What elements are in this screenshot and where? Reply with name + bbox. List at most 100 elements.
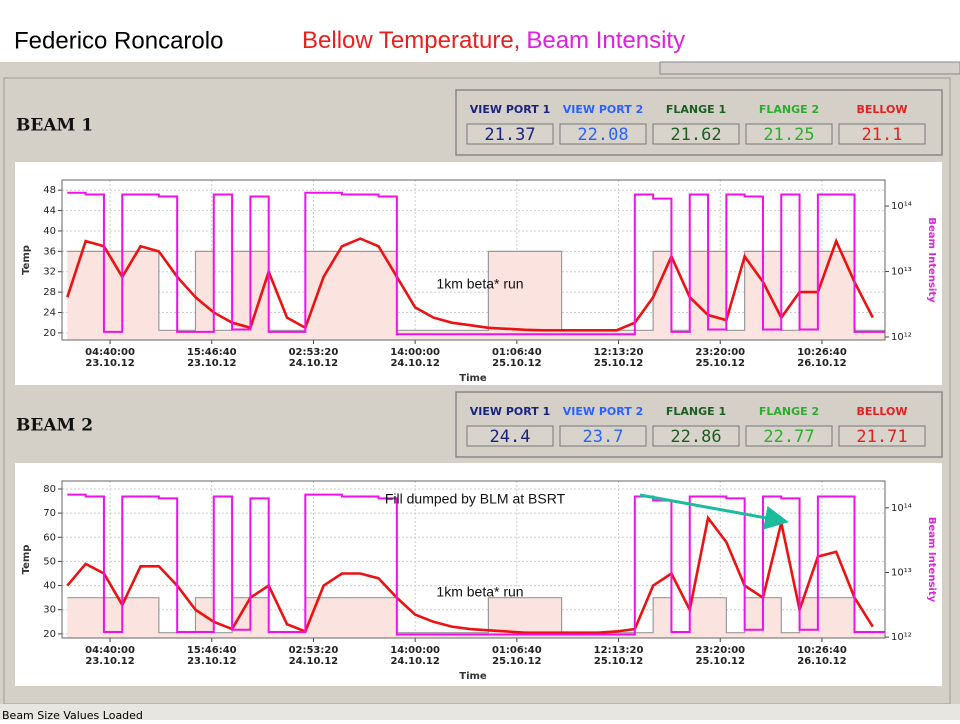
y-tick-label: 32: [43, 267, 56, 278]
title-part: Bellow Temperature, Beam Intensity: [302, 27, 685, 54]
x-tick-label: 24.10.12: [289, 656, 338, 667]
readout-label: FLANGE 1: [666, 103, 726, 116]
x-axis-title: Time: [459, 373, 487, 384]
x-tick-label: 23.10.12: [187, 656, 236, 667]
x-tick-label: 23.10.12: [85, 358, 134, 369]
beams: BEAM 1 VIEW PORT 1 21.37 VIEW PORT 2 22.08 FL…: [16, 89, 943, 458]
title-temperature: Bellow Temperature,: [302, 27, 520, 54]
x-tick-label: 25.10.12: [594, 656, 643, 667]
readout-value: 22.08: [577, 125, 628, 145]
y2-tick-label: 10¹³: [891, 567, 912, 578]
readout-box: [745, 123, 833, 145]
readout-panel: [455, 391, 943, 458]
readout-box: [838, 123, 926, 145]
readout-box: [652, 123, 740, 145]
y-tick-label: 20: [43, 328, 56, 339]
slide-header: [0, 0, 960, 62]
line: [67, 191, 885, 336]
author: Federico Roncarolo: [14, 27, 223, 54]
y2-tick-label: 10¹⁴: [891, 503, 912, 514]
annotation: 1km beta* run: [436, 276, 523, 292]
readout-label: FLANGE 2: [759, 405, 819, 418]
readout-label: FLANGE 2: [759, 103, 819, 116]
readout-box: [559, 425, 647, 447]
readout-value: 23.7: [583, 427, 624, 447]
readout-label: BELLOW: [856, 103, 907, 116]
y2-tick-label: 10¹²: [891, 332, 912, 343]
beam-title: BEAM 1: [16, 116, 93, 136]
y-tick-label: 48: [43, 185, 56, 196]
y-tick-label: 30: [43, 605, 56, 616]
readout-label: VIEW PORT 1: [470, 405, 550, 418]
readout-label: VIEW PORT 2: [563, 405, 643, 418]
readout-label: FLANGE 1: [666, 405, 726, 418]
readout-label: VIEW PORT 2: [563, 103, 643, 116]
x-tick-label: 26.10.12: [797, 358, 846, 369]
y-axis-title: Temp: [21, 245, 32, 275]
y2-tick-label: 10¹³: [891, 267, 912, 278]
readout-value: 21.62: [670, 125, 721, 145]
x-tick-label: 24.10.12: [390, 358, 439, 369]
readout-panel: [455, 89, 943, 156]
readout-box: [838, 425, 926, 447]
readout-value: 21.37: [484, 125, 535, 145]
x-tick-label: 24.10.12: [390, 656, 439, 667]
chart-background: [15, 463, 942, 686]
x-tick-label: 23:20:00: [695, 347, 745, 358]
x-tick-label: 25.10.12: [696, 656, 745, 667]
beam-title: BEAM 2: [16, 416, 93, 436]
y-tick-label: 70: [43, 508, 56, 519]
y-tick-label: 24: [43, 307, 56, 318]
plot-frame: [61, 480, 886, 639]
chart: 202428323640444804:40:0023.10.1215:46:40…: [15, 162, 942, 385]
readout-box: [745, 425, 833, 447]
x-tick-label: 10:26:40: [797, 645, 847, 656]
y-axis-title: Temp: [21, 545, 32, 575]
x-tick-label: 24.10.12: [289, 358, 338, 369]
chart-background: [15, 162, 942, 385]
readout-value: 21.1: [862, 125, 903, 145]
area: [67, 251, 885, 340]
readout-label: BELLOW: [856, 405, 907, 418]
window-tab: [659, 61, 960, 75]
y-tick-label: 20: [43, 629, 56, 640]
x-tick-label: 12:13:20: [594, 645, 644, 656]
x-tick-label: 04:40:00: [85, 347, 135, 358]
status-bar: [0, 704, 960, 720]
charts: 202428323640444804:40:0023.10.1215:46:40…: [15, 162, 942, 686]
y2-axis-title: Beam Intensity: [926, 217, 937, 303]
y-tick-label: 80: [43, 484, 56, 495]
x-tick-label: 02:53:20: [289, 347, 339, 358]
x-tick-label: 14:00:00: [390, 645, 440, 656]
readout-value: 24.4: [490, 427, 531, 447]
line: [66, 514, 874, 634]
x-tick-label: 02:53:20: [289, 645, 339, 656]
line: [67, 493, 885, 636]
y-tick-label: 44: [43, 206, 56, 217]
annotation-arrow: [639, 493, 789, 530]
readout-label: VIEW PORT 1: [470, 103, 550, 116]
y-tick-label: 40: [43, 581, 56, 592]
readout-box: [652, 425, 740, 447]
x-tick-label: 25.10.12: [492, 656, 541, 667]
y-tick-label: 28: [43, 287, 56, 298]
x-tick-label: 01:06:40: [492, 347, 542, 358]
chart: 2030405060708004:40:0023.10.1215:46:4023…: [15, 463, 942, 686]
readout-value: 21.25: [763, 125, 814, 145]
readout-value: 22.86: [670, 427, 721, 447]
x-tick-label: 25.10.12: [696, 358, 745, 369]
x-tick-label: 23.10.12: [187, 358, 236, 369]
readout-box: [466, 425, 554, 447]
readout-box: [559, 123, 647, 145]
line: [66, 237, 874, 332]
x-tick-label: 15:46:40: [187, 645, 237, 656]
y2-tick-label: 10¹²: [891, 632, 912, 643]
plot-frame: [61, 179, 886, 341]
x-tick-label: 14:00:00: [390, 347, 440, 358]
x-tick-label: 25.10.12: [594, 358, 643, 369]
title-intensity: Beam Intensity: [526, 27, 685, 54]
readout-value: 21.71: [856, 427, 907, 447]
y-tick-label: 40: [43, 226, 56, 237]
